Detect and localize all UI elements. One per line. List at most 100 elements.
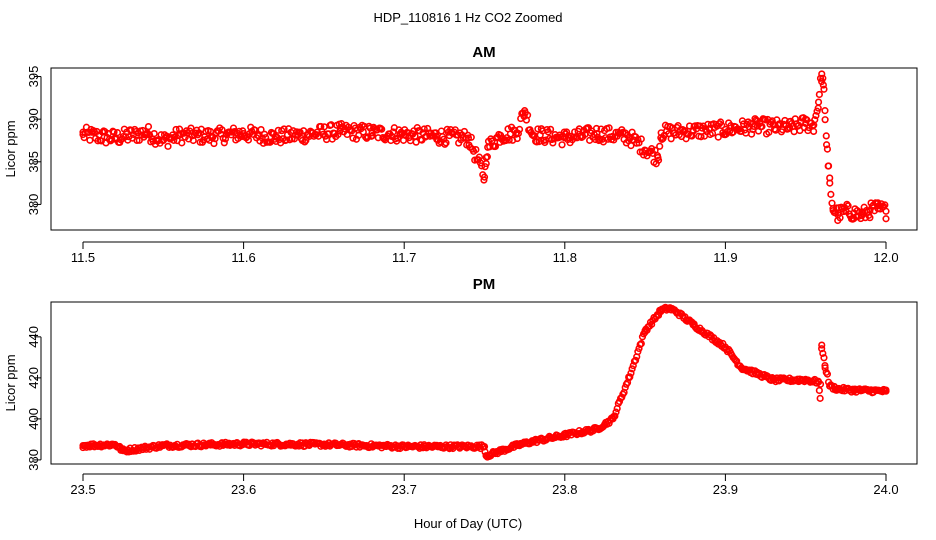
data-point: [814, 104, 822, 112]
data-point: [627, 142, 635, 150]
data-point: [482, 159, 490, 168]
data-point: [815, 90, 823, 99]
data-point: [758, 122, 766, 131]
figure-x-axis-label: Hour of Day (UTC): [414, 516, 522, 531]
data-point: [178, 139, 186, 147]
x-tick-label: 23.8: [552, 482, 577, 497]
y-axis-label: Licor ppm: [3, 354, 18, 411]
data-point: [420, 125, 428, 133]
data-point: [110, 128, 118, 136]
data-point: [483, 153, 491, 161]
data-point: [818, 341, 826, 349]
data-point: [491, 142, 500, 151]
data-point: [634, 348, 642, 356]
data-point: [820, 85, 828, 93]
data-point: [170, 136, 178, 144]
data-point: [816, 74, 825, 82]
data-point: [811, 116, 819, 124]
data-point: [822, 141, 831, 149]
data-point: [816, 394, 824, 402]
data-point: [334, 130, 342, 139]
data-point: [637, 339, 645, 348]
plot-frame: [50, 301, 918, 465]
data-point: [823, 370, 832, 378]
y-tick-label: 390: [26, 108, 41, 130]
data-point: [667, 135, 675, 143]
x-tick-label: 11.5: [71, 250, 95, 265]
y-tick-label: 400: [26, 408, 41, 430]
data-point: [819, 74, 827, 82]
data-point: [627, 369, 635, 377]
data-point: [827, 190, 835, 198]
data-point: [750, 122, 758, 130]
data-point: [826, 174, 834, 182]
data-point: [828, 199, 836, 207]
y-axis-label: Licor ppm: [3, 120, 18, 177]
data-point: [648, 320, 656, 328]
data-point: [819, 81, 827, 89]
data-point: [605, 124, 613, 132]
data-point: [144, 122, 153, 131]
data-point: [290, 135, 298, 143]
data-point: [637, 135, 645, 143]
data-point: [882, 386, 890, 394]
x-tick-label: 11.7: [392, 250, 416, 265]
data-point: [299, 127, 308, 135]
data-point: [515, 125, 524, 133]
data-point: [164, 142, 172, 150]
data-point: [810, 127, 818, 136]
data-point: [768, 117, 776, 125]
x-tick-label: 23.6: [231, 482, 256, 497]
data-point: [368, 131, 377, 140]
data-point: [815, 386, 823, 395]
data-point: [467, 133, 475, 141]
chart-panels: AM 11.5 11.6 11.7 11.8 11.9 12.0 380 385 390 395 Li…: [3, 44, 918, 497]
data-point: [378, 125, 386, 133]
data-point: [514, 129, 522, 138]
x-tick-label: 24.0: [873, 482, 898, 497]
data-point: [480, 176, 488, 184]
data-point: [816, 380, 825, 388]
data-point: [108, 135, 116, 144]
y-tick-label: 440: [26, 326, 41, 348]
x-tick-label: 11.8: [553, 250, 577, 265]
data-point: [718, 121, 726, 130]
data-point: [260, 130, 269, 138]
data-point: [716, 118, 725, 126]
data-point: [150, 129, 158, 138]
data-point: [628, 365, 636, 373]
x-tick-label: 23.9: [713, 482, 738, 497]
data-point: [546, 125, 555, 133]
data-point: [563, 128, 571, 136]
data-point: [244, 136, 253, 144]
data-point: [280, 125, 288, 133]
data-point: [820, 354, 828, 362]
data-points: [79, 303, 890, 461]
data-points: [79, 70, 890, 225]
y-tick-label: 380: [26, 194, 41, 216]
data-point: [822, 132, 830, 140]
data-point: [654, 156, 663, 164]
data-point: [881, 201, 889, 209]
data-point: [592, 124, 601, 133]
data-point: [714, 133, 722, 141]
data-point: [612, 408, 620, 416]
data-point: [812, 111, 820, 120]
x-tick-label: 11.9: [713, 250, 737, 265]
data-point: [836, 214, 844, 222]
data-point: [523, 111, 532, 119]
data-point: [697, 133, 705, 141]
data-point: [558, 141, 566, 149]
x-tick-label: 23.7: [392, 482, 417, 497]
chart-panel-pm: PM 23.5 23.6 23.7 23.8 23.9 24.0 380 400 420 440 Li…: [3, 276, 918, 497]
data-point: [821, 116, 829, 124]
data-point: [611, 412, 619, 420]
x-tick-label: 12.0: [873, 250, 898, 265]
data-point: [355, 131, 363, 139]
data-point: [824, 162, 833, 170]
data-point: [296, 128, 304, 136]
data-point: [442, 139, 450, 147]
data-point: [437, 127, 446, 135]
data-point: [113, 129, 122, 137]
